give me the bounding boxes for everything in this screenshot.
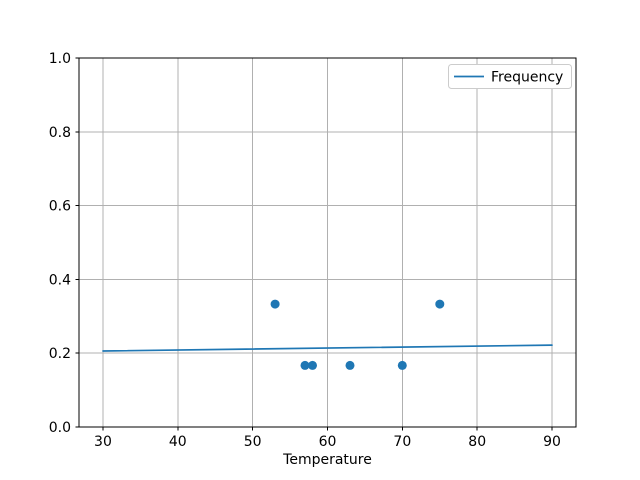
grid-layer — [79, 58, 576, 427]
y-tick-label: 0.8 — [49, 125, 71, 141]
x-tick-label: 80 — [468, 434, 486, 450]
y-tick-label: 0.4 — [49, 272, 71, 288]
scatter-point — [308, 360, 317, 370]
tick-layer: 30 40 50 60 70 80 90 0.0 0.2 0.4 0.6 0.8 1.0 — [49, 51, 561, 450]
scatter-point — [345, 360, 355, 370]
y-tick-label: 0.2 — [49, 346, 71, 362]
scatter-point — [270, 299, 280, 309]
series-layer — [102, 299, 553, 370]
x-tick-label: 60 — [319, 434, 337, 450]
y-tick-label: 1.0 — [49, 51, 71, 67]
x-tick-label: 90 — [543, 434, 561, 450]
x-tick-label: 50 — [244, 434, 262, 450]
legend-entry-label: Frequency — [491, 70, 563, 86]
y-tick-label: 0.0 — [49, 420, 71, 436]
legend: Frequency — [448, 64, 572, 89]
x-axis-label: Temperature — [282, 452, 372, 468]
scatter-point — [300, 360, 310, 370]
y-tick-label: 0.6 — [49, 199, 71, 215]
scatter-point — [435, 299, 445, 309]
x-tick-label: 30 — [94, 434, 112, 450]
frequency-line — [102, 344, 553, 352]
legend-box — [448, 64, 572, 89]
x-tick-label: 70 — [393, 434, 411, 450]
scatter-point — [397, 360, 407, 370]
x-tick-label: 40 — [169, 434, 187, 450]
